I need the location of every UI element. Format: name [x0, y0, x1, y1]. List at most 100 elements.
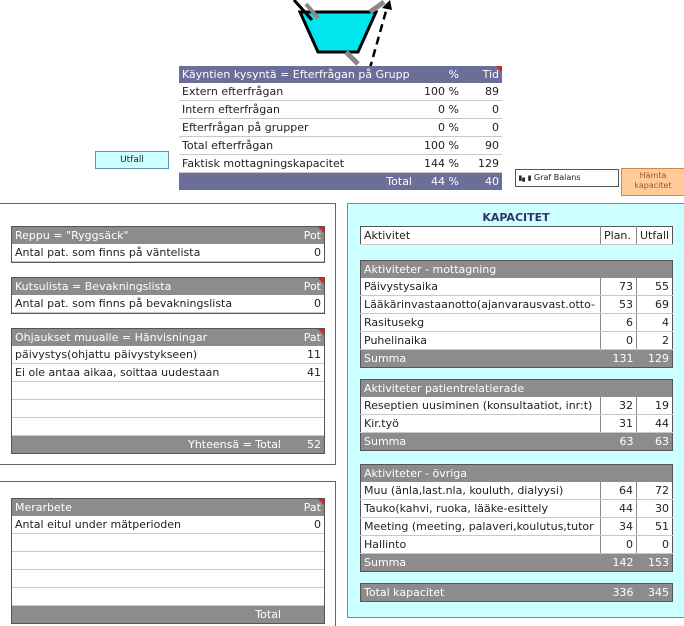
kapacitet-total-table: Total kapacitet 336 345 [360, 583, 673, 602]
left-panel-upper [0, 203, 336, 465]
row-label: Faktisk mottagningskapacitet [179, 154, 415, 173]
comment-marker [496, 66, 502, 72]
row-label: Intern efterfrågan [179, 100, 415, 119]
row-time: 90 [462, 136, 502, 155]
merarbete-table: Merarbete Pat Antal eitul under mätperio… [11, 498, 325, 624]
demand-header-percent: % [415, 66, 462, 83]
col-aktivitet: Aktivitet [360, 226, 601, 245]
total-label: Yhteensä = Total [12, 435, 284, 453]
group-sum-row: Summa 63 63 [360, 432, 673, 451]
kapacitet-panel: KAPACITET Aktivitet Plan. Utfall Aktivit… [347, 203, 684, 618]
row-value: 0 [284, 295, 324, 313]
utfall-value: 51 [636, 517, 673, 536]
ohjaukset-total-row: Yhteensä = Total 52 [12, 435, 324, 453]
utfall-value: 30 [636, 499, 673, 518]
activity-name: Tauko(kahvi, ruoka, lääke-esittely [360, 499, 601, 518]
table-row: Rasitusekg 6 4 [360, 313, 673, 332]
ohjaukset-table: Ohjaukset muualle = Hänvisningar Pat päi… [11, 328, 325, 454]
merarbete-total-row: Total [12, 605, 324, 623]
total-value [284, 605, 324, 623]
plan-value: 53 [600, 295, 637, 314]
table-row: Antal pat. som finns på väntelista 0 [12, 244, 324, 262]
table-row [12, 399, 324, 418]
row-percent: 0 % [415, 118, 462, 137]
table-row: Lääkärinvastaanotto(ajanvarausvast.otto-… [360, 295, 673, 314]
row-value: 11 [284, 346, 324, 364]
graf-balans-label: Graf Balans [534, 173, 581, 182]
demand-header: Käyntien kysyntä = Efterfrågan på Grupp … [179, 66, 502, 83]
table-row: Tauko(kahvi, ruoka, lääke-esittely 44 30 [360, 499, 673, 518]
group-title-row: Aktiviteter - övriga [360, 464, 673, 482]
kutsulista-col: Pot [284, 278, 324, 295]
kapacitet-group-ovriga: Aktiviteter - övriga Muu (änla,last.nla,… [360, 464, 674, 572]
plan-value: 64 [600, 482, 637, 500]
col-plan: Plan. [600, 226, 637, 245]
left-panel-lower [0, 481, 336, 626]
row-value [284, 533, 324, 552]
reppu-col: Pot [284, 227, 324, 244]
kapacitet-group-patientrelaterade: Aktiviteter patientrelatierade Reseptien… [360, 379, 673, 451]
activity-name: Meeting (meeting, palaveri,koulutus,tuto… [360, 517, 601, 536]
plan-value: 44 [600, 499, 637, 518]
table-row [12, 587, 324, 606]
comment-marker [318, 227, 324, 233]
kapacitet-total-row: Total kapacitet 336 345 [360, 583, 673, 602]
hamta-kapacitet-button[interactable]: Hämta kapacitet [621, 168, 684, 196]
table-row [12, 533, 324, 552]
row-value [284, 381, 324, 400]
utfall-value: 72 [636, 482, 673, 500]
total-label: Total [179, 172, 415, 190]
table-row: Extern efterfrågan 100 % 89 [179, 83, 502, 101]
row-time: 129 [462, 154, 502, 173]
kapacitet-column-header: Aktivitet Plan. Utfall [360, 226, 673, 245]
kapacitet-group-mottagning: Aktiviteter - mottagning Päivystysaika 7… [360, 260, 673, 368]
comment-marker [318, 278, 324, 284]
table-row: Päivystysaika 73 55 [360, 278, 673, 296]
table-row: Hallinto 0 0 [360, 535, 673, 554]
table-row [12, 569, 324, 588]
plan-value: 32 [600, 397, 637, 415]
row-label: Ei ole antaa aikaa, soittaa uudestaan [12, 363, 284, 382]
row-label [12, 381, 284, 400]
row-label [12, 551, 284, 570]
plan-value: 34 [600, 517, 637, 536]
row-percent: 0 % [415, 100, 462, 119]
table-row: Meeting (meeting, palaveri,koulutus,tuto… [360, 517, 673, 536]
table-row [12, 381, 324, 400]
row-value: 0 [284, 244, 324, 262]
row-label: Extern efterfrågan [179, 83, 415, 101]
sum-utfall: 153 [636, 553, 673, 572]
sum-utfall: 129 [636, 349, 673, 368]
graf-balans-button[interactable]: ▮▖▮ Graf Balans [515, 169, 619, 187]
row-value [284, 417, 324, 436]
plan-value: 6 [600, 313, 637, 332]
group-title: Aktiviteter - övriga [360, 464, 673, 482]
sum-plan: 131 [600, 349, 637, 368]
table-row: Puhelinaika 0 2 [360, 331, 673, 350]
ohjaukset-header: Ohjaukset muualle = Hänvisningar Pat [12, 329, 324, 346]
demand-total-row: Total 44 % 40 [179, 172, 502, 190]
activity-name: Lääkärinvastaanotto(ajanvarausvast.otto- [360, 295, 601, 314]
group-title-row: Aktiviteter patientrelatierade [360, 379, 673, 397]
comment-marker [318, 329, 324, 335]
row-label: Efterfrågan på grupper [179, 118, 415, 137]
ohjaukset-col: Pat [284, 329, 324, 346]
row-value [284, 551, 324, 570]
utfall-value: 0 [636, 535, 673, 554]
row-time: 89 [462, 83, 502, 101]
row-label: Antal pat. som finns på väntelista [12, 244, 284, 262]
utfall-button[interactable]: Utfall [95, 151, 169, 169]
group-title: Aktiviteter - mottagning [360, 260, 673, 278]
utfall-value: 19 [636, 397, 673, 415]
row-percent: 100 % [415, 136, 462, 155]
activity-name: Puhelinaika [360, 331, 601, 350]
plan-value: 0 [600, 331, 637, 350]
kapacitet-header-table: Aktivitet Plan. Utfall [360, 226, 673, 245]
activity-name: Reseptien uusiminen (konsultaatiot, inr:… [360, 397, 601, 415]
table-row: Faktisk mottagningskapacitet 144 % 129 [179, 154, 502, 173]
chart-icon: ▮▖▮ [518, 174, 532, 182]
total-label: Total kapacitet [360, 583, 601, 602]
plan-value: 0 [600, 535, 637, 554]
total-plan: 336 [600, 583, 637, 602]
